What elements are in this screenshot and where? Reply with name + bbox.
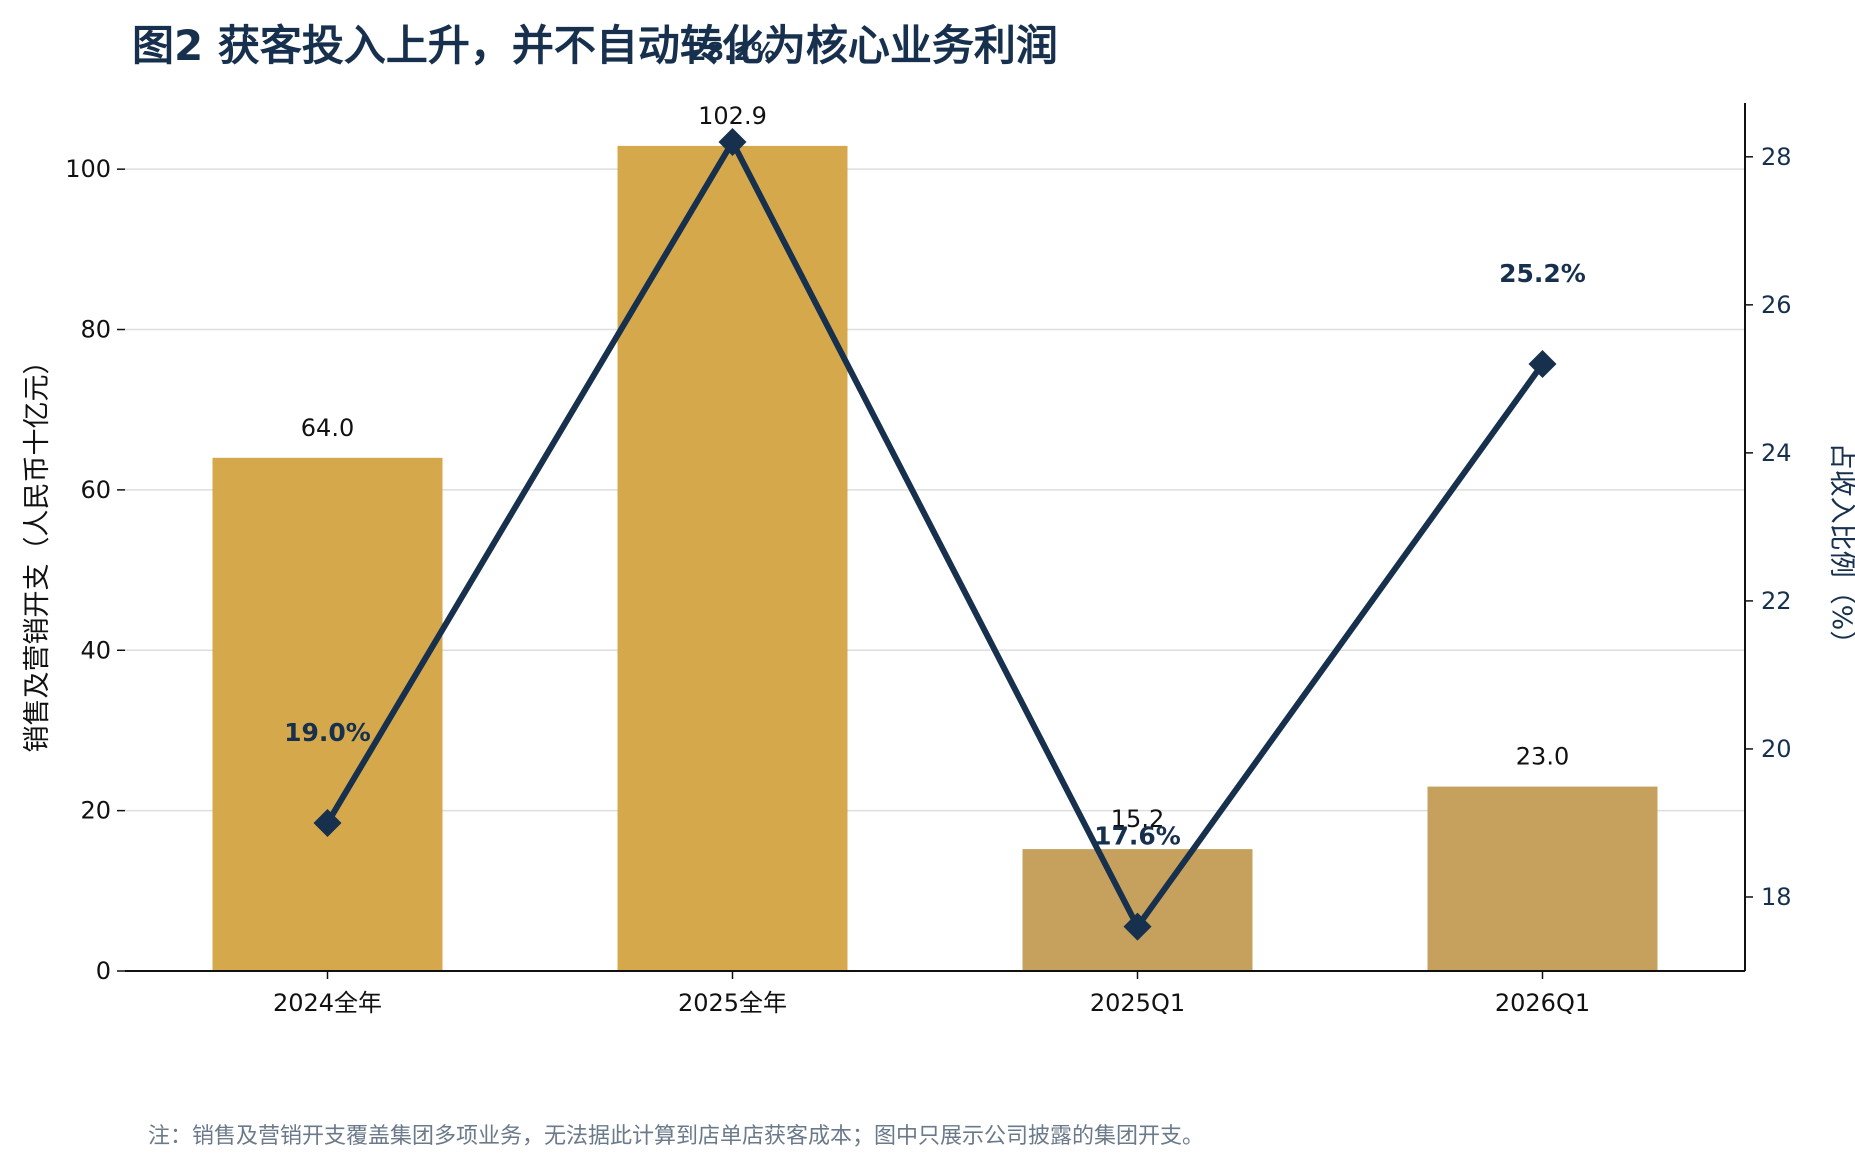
ratio-point-marker (1123, 912, 1152, 941)
bar (1427, 786, 1658, 971)
y-right-tick-label: 24 (1761, 439, 1792, 467)
bar (212, 457, 443, 971)
y-left-tick-label: 100 (65, 155, 111, 183)
axes: 0 20 40 60 80 100 18 20 22 24 26 28 2024全年 2025全年 2025… (65, 103, 1792, 1017)
y-left-tick-label: 80 (80, 316, 111, 344)
bar-value-label: 102.9 (698, 102, 767, 130)
ratio-value-label: 25.2% (1499, 259, 1586, 288)
x-tick-label: 2025全年 (678, 989, 787, 1017)
ratio-value-label: 17.6% (1094, 822, 1181, 851)
ratio-value-label: 28.2% (689, 37, 776, 66)
y-left-tick-label: 0 (96, 957, 111, 985)
ratio-line-series (313, 128, 1557, 941)
footnote: 注：销售及营销开支覆盖集团多项业务，无法据此计算到店单店获客成本；图中只展示公司… (148, 1124, 1205, 1149)
y-right-tick-label: 22 (1761, 587, 1792, 615)
chart-title: 图2 获客投入上升，并不自动转化为核心业务利润 (132, 21, 1058, 70)
ratio-point-marker (313, 808, 342, 837)
y-right-tick-label: 26 (1761, 291, 1792, 319)
bar (1022, 849, 1253, 971)
ratio-point-marker (718, 128, 747, 157)
bar (617, 145, 848, 972)
y-axis-left-label: 销售及营销开支（人民币十亿元） (22, 348, 53, 753)
ratio-value-label: 19.0% (284, 718, 371, 747)
x-tick-label: 2025Q1 (1090, 989, 1185, 1017)
y-left-tick-label: 40 (80, 636, 111, 664)
data-labels: 64.0 102.9 15.2 23.0 19.0% 28.2% 17.6% 25.2% (284, 37, 1586, 851)
x-tick-label: 2026Q1 (1495, 989, 1590, 1017)
y-right-tick-label: 20 (1761, 735, 1792, 763)
ratio-point-marker (1528, 350, 1557, 379)
bar-value-label: 23.0 (1516, 743, 1569, 771)
y-left-tick-label: 20 (80, 797, 111, 825)
y-right-tick-label: 18 (1761, 883, 1792, 911)
bar-value-label: 15.2 (1111, 805, 1164, 833)
x-tick-label: 2024全年 (273, 989, 382, 1017)
y-left-tick-label: 60 (80, 476, 111, 504)
bar-series (212, 145, 1658, 972)
ratio-line (324, 135, 1545, 933)
y-axis-right-label: 占收入比例（%） (1826, 443, 1855, 658)
bar-value-label: 64.0 (301, 414, 354, 442)
y-right-tick-label: 28 (1761, 143, 1792, 171)
